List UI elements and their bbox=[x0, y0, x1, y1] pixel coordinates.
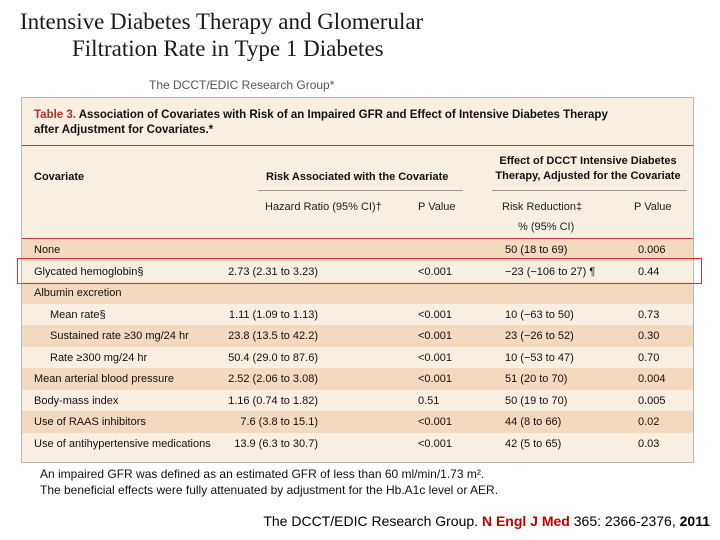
row-p-value-1: <0.001 bbox=[418, 373, 452, 385]
header-effect-line-1: Effect of DCCT Intensive Diabetes bbox=[499, 155, 677, 167]
row-covariate: Rate ≥300 mg/24 hr bbox=[50, 351, 148, 364]
table-number: Table 3. bbox=[34, 109, 76, 121]
header-effect-line-2: Therapy, Adjusted for the Covariate bbox=[495, 170, 681, 182]
row-p-value-1: <0.001 bbox=[418, 416, 452, 428]
table-row: Rate ≥300 mg/24 hr 50.4 (29.0 to 87.6) <0.… bbox=[22, 347, 693, 369]
table-row: Sustained rate ≥30 mg/24 hr 23.8 (13.5 to… bbox=[22, 325, 693, 347]
citation-year: 2011 bbox=[679, 513, 710, 529]
row-hazard-ratio: 2.73 (2.31 to 3.23) bbox=[228, 265, 318, 278]
header-risk-reduction-unit: % (95% CI) bbox=[518, 221, 575, 233]
row-covariate: Use of RAAS inhibitors bbox=[34, 416, 146, 428]
row-p-value-1: <0.001 bbox=[418, 308, 452, 321]
row-hazard-ratio: 13.9 (6.3 to 30.7) bbox=[234, 437, 318, 450]
row-risk-reduction: 50 (18 to 69) bbox=[505, 244, 568, 256]
citation-journal: N Engl J Med bbox=[481, 513, 570, 529]
row-hazard-ratio: 1.11 (1.09 to 1.13) bbox=[228, 308, 318, 321]
table-caption-text: Association of Covariates with Risk of a… bbox=[34, 109, 608, 136]
row-hazard-ratio: 7.6 (3.8 to 15.1) bbox=[240, 416, 318, 428]
row-hazard-ratio: 50.4 (29.0 to 87.6) bbox=[228, 351, 318, 364]
row-risk-reduction: −23 (−106 to 27) ¶ bbox=[505, 265, 596, 278]
title-line-2: Filtration Rate in Type 1 Diabetes bbox=[72, 36, 384, 61]
table-row: Use of RAAS inhibitors 7.6 (3.8 to 15.1) <… bbox=[22, 411, 693, 433]
table-row: Albumin excretion bbox=[22, 282, 693, 304]
table-row: None 50 (18 to 69) 0.006 bbox=[22, 239, 693, 261]
header-risk-group: Risk Associated with the Covariate bbox=[266, 171, 449, 183]
row-covariate: Glycated hemoglobin§ bbox=[34, 265, 144, 278]
row-p-value-1: <0.001 bbox=[418, 351, 452, 364]
row-risk-reduction: 23 (−26 to 52) bbox=[505, 330, 574, 342]
row-p-value-2: 0.005 bbox=[638, 394, 666, 407]
row-covariate: None bbox=[34, 244, 61, 256]
glycated-hemoglobin-highlight bbox=[17, 258, 702, 284]
table-figure: Table 3. Association of Covariates with … bbox=[21, 97, 694, 463]
row-p-value-2: 0.44 bbox=[638, 265, 660, 278]
row-p-value-1: 0.51 bbox=[418, 394, 440, 407]
row-p-value-1: <0.001 bbox=[418, 265, 452, 278]
citation: The DCCT/EDIC Research Group. N Engl J M… bbox=[263, 513, 710, 529]
row-p-value-1: <0.001 bbox=[418, 330, 452, 342]
header-risk-reduction: Risk Reduction‡ bbox=[502, 201, 583, 213]
row-hazard-ratio: 2.52 (2.06 to 3.08) bbox=[228, 373, 318, 385]
row-risk-reduction: 10 (−53 to 47) bbox=[505, 351, 574, 364]
table-caption: Table 3. Association of Covariates with … bbox=[34, 108, 634, 138]
row-risk-reduction: 10 (−63 to 50) bbox=[505, 308, 574, 321]
table-row: Body-mass index 1.16 (0.74 to 1.82) 0.51 50… bbox=[22, 390, 693, 412]
header-rule bbox=[22, 238, 693, 239]
citation-volume-pages: 365: 2366-2376, bbox=[569, 513, 680, 529]
header-hazard-ratio: Hazard Ratio (95% CI)† bbox=[265, 201, 382, 213]
row-covariate: Mean rate§ bbox=[50, 308, 106, 321]
row-hazard-ratio: 23.8 (13.5 to 42.2) bbox=[228, 330, 318, 342]
caption-rule bbox=[22, 145, 693, 146]
citation-authors: The DCCT/EDIC Research Group. bbox=[263, 513, 482, 529]
slide-title: Intensive Diabetes Therapy and Glomerula… bbox=[20, 8, 423, 62]
header-p-value-1: P Value bbox=[418, 201, 456, 213]
row-p-value-2: 0.004 bbox=[638, 373, 666, 385]
header-effect-group: Effect of DCCT Intensive Diabetes Therap… bbox=[488, 154, 688, 184]
row-p-value-2: 0.006 bbox=[638, 244, 666, 256]
header-covariate: Covariate bbox=[34, 171, 85, 183]
footnote-line-2: The beneficial effects were fully attenu… bbox=[40, 483, 499, 497]
row-risk-reduction: 42 (5 to 65) bbox=[505, 437, 562, 450]
header-p-value-2: P Value bbox=[634, 201, 672, 213]
row-covariate: Body-mass index bbox=[34, 394, 119, 407]
row-p-value-2: 0.73 bbox=[638, 308, 660, 321]
table-row: Mean rate§ 1.11 (1.09 to 1.13) <0.001 10 (−… bbox=[22, 304, 693, 326]
row-p-value-2: 0.30 bbox=[638, 330, 660, 342]
footnote-line-1: An impaired GFR was defined as an estima… bbox=[40, 467, 485, 481]
row-risk-reduction: 51 (20 to 70) bbox=[505, 373, 568, 385]
slide-footnote: An impaired GFR was defined as an estima… bbox=[40, 466, 498, 498]
table-row: Glycated hemoglobin§ 2.73 (2.31 to 3.23) <… bbox=[22, 261, 693, 283]
row-p-value-2: 0.02 bbox=[638, 416, 660, 428]
row-covariate: Albumin excretion bbox=[34, 287, 122, 299]
row-p-value-1: <0.001 bbox=[418, 437, 452, 450]
row-covariate: Mean arterial blood pressure bbox=[34, 373, 175, 385]
title-line-1: Intensive Diabetes Therapy and Glomerula… bbox=[20, 9, 424, 34]
row-covariate: Use of antihypertensive medications bbox=[34, 437, 211, 450]
author-group: The DCCT/EDIC Research Group* bbox=[149, 78, 335, 92]
row-risk-reduction: 44 (8 to 66) bbox=[505, 416, 562, 428]
table-row: Use of antihypertensive medications 13.9 … bbox=[22, 433, 693, 455]
row-p-value-2: 0.03 bbox=[638, 437, 660, 450]
table-row: Mean arterial blood pressure 2.52 (2.06 t… bbox=[22, 368, 693, 390]
effect-group-rule bbox=[492, 190, 687, 191]
risk-group-rule bbox=[258, 190, 463, 191]
row-p-value-2: 0.70 bbox=[638, 351, 660, 364]
row-hazard-ratio: 1.16 (0.74 to 1.82) bbox=[228, 394, 318, 407]
row-risk-reduction: 50 (19 to 70) bbox=[505, 394, 568, 407]
row-covariate: Sustained rate ≥30 mg/24 hr bbox=[50, 330, 189, 342]
